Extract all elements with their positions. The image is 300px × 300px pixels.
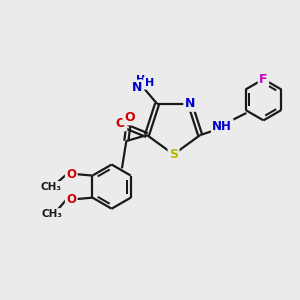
Text: CH₃: CH₃	[40, 182, 61, 192]
Text: NH: NH	[212, 120, 232, 133]
Text: H: H	[136, 75, 146, 85]
Text: S: S	[169, 148, 178, 161]
Text: O: O	[124, 111, 135, 124]
Text: F: F	[259, 73, 268, 85]
Text: H: H	[145, 78, 154, 88]
Text: O: O	[66, 168, 76, 181]
Text: O: O	[66, 193, 76, 206]
Text: CH₃: CH₃	[42, 209, 63, 219]
Text: N: N	[132, 81, 142, 94]
Text: N: N	[185, 97, 195, 110]
Text: O: O	[115, 117, 126, 130]
